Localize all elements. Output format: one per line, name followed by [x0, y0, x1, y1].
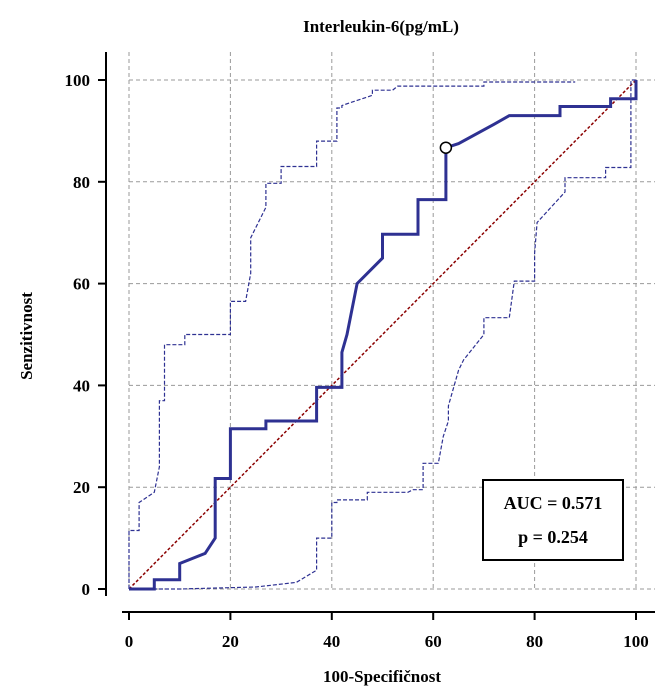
series-layer [128, 79, 638, 591]
x-ticks: 0 20 40 60 80 100 [125, 612, 649, 651]
y-tick-label: 100 [65, 71, 91, 90]
legend-p: p = 0.254 [518, 527, 588, 547]
y-tick-label: 0 [82, 580, 91, 599]
optimal-cutoff-marker [439, 141, 453, 154]
y-tick-label: 80 [73, 173, 90, 192]
y-tick-label: 60 [73, 275, 90, 294]
x-tick-label: 20 [222, 632, 239, 651]
confidence-band-lower [129, 79, 636, 590]
grid [128, 52, 655, 590]
x-tick-label: 100 [623, 632, 649, 651]
legend: AUC = 0.571 p = 0.254 [482, 479, 624, 561]
y-tick-label: 40 [73, 376, 90, 395]
y-axis-label: Senzitivnost [17, 292, 36, 380]
axes [105, 52, 655, 613]
x-axis-label: 100-Specifičnost [323, 667, 441, 686]
x-tick-label: 40 [323, 632, 340, 651]
y-tick-label: 20 [73, 478, 90, 497]
legend-auc: AUC = 0.571 [504, 493, 603, 513]
y-ticks: 0 20 40 60 80 100 [65, 71, 106, 599]
roc-curve [129, 80, 638, 591]
x-tick-label: 0 [125, 632, 134, 651]
x-tick-label: 80 [526, 632, 543, 651]
chart-title: Interleukin-6(pg/mL) [303, 17, 459, 36]
x-tick-label: 60 [425, 632, 442, 651]
legend-box [482, 479, 624, 561]
